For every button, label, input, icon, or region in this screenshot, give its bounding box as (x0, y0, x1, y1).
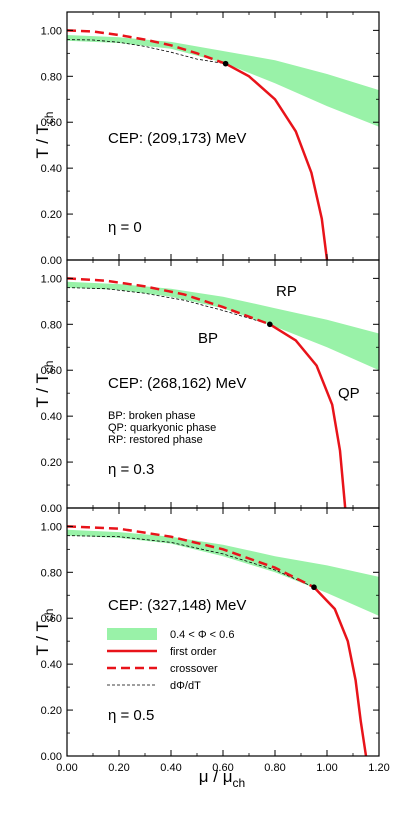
legend: 0.4 < Φ < 0.6 first order crossover dΦ/d… (107, 628, 234, 692)
phi-band (67, 529, 379, 616)
y-tick-label: 0.40 (41, 411, 62, 423)
dphi-dt-line (66, 287, 270, 325)
eta-label: η = 0 (108, 219, 142, 236)
y-tick-label: 0.00 (41, 751, 62, 763)
first-order-line (269, 323, 347, 509)
phase-note: BP: broken phase (108, 410, 195, 422)
dphi-dt-line (66, 535, 315, 588)
y-tick-label: 0.40 (41, 659, 62, 671)
cep-point (311, 584, 317, 591)
y-axis-title-bottom: T / Tch (33, 608, 56, 655)
eta-label: η = 0.3 (108, 461, 154, 478)
phi-band (67, 35, 379, 127)
phase-label-qp: QP (338, 385, 360, 402)
y-tick-label: 0.40 (41, 163, 62, 175)
first-order-line (225, 62, 329, 261)
legend-band-swatch (107, 628, 157, 640)
panels-group: 0.00 0.20 0.40 0.60 0.80 1.00 CEP: (209,173) M… (41, 11, 390, 774)
cep-label: CEP: (268,162) MeV (108, 375, 246, 392)
x-tick-label: 0.80 (264, 762, 285, 774)
y-tick-label: 0.80 (41, 319, 62, 331)
panel-eta-0: 0.00 0.20 0.40 0.60 0.80 1.00 CEP: (209,173) M… (41, 11, 380, 267)
y-tick-label: 0.80 (41, 71, 62, 83)
y-tick-label: 1.00 (41, 25, 62, 37)
crossover-line (66, 525, 315, 589)
phase-note: RP: restored phase (108, 434, 203, 446)
y-tick-label: 0.60 (41, 613, 62, 625)
x-axis-title: μ / μch (199, 767, 245, 790)
y-tick-label: 0.00 (41, 503, 62, 515)
cep-point (267, 321, 273, 328)
legend-band-label: 0.4 < Φ < 0.6 (170, 629, 234, 641)
legend-dphi-label: dΦ/dT (170, 680, 201, 692)
x-tick-label: 1.20 (368, 762, 389, 774)
phase-label-rp: RP (276, 283, 297, 300)
y-tick-label: 1.00 (41, 521, 62, 533)
y-tick-label: 1.00 (41, 273, 62, 285)
dphi-dt-line (66, 39, 226, 65)
first-order-line (313, 586, 368, 757)
y-axis-title-top: T / Tch (33, 111, 56, 158)
eta-label: η = 0.5 (108, 707, 154, 724)
x-tick-label: 0.60 (212, 762, 233, 774)
y-tick-label: 0.20 (41, 209, 62, 221)
x-tick-label: 0.40 (160, 762, 181, 774)
y-tick-label: 0.20 (41, 705, 62, 717)
legend-first-order-label: first order (170, 646, 217, 658)
y-axis-title-middle: T / Tch (33, 360, 56, 407)
phase-note: QP: quarkyonic phase (108, 422, 216, 434)
crossover-line (66, 29, 227, 65)
y-tick-label: 0.80 (41, 567, 62, 579)
cep-label: CEP: (209,173) MeV (108, 130, 246, 147)
phase-label-bp: BP (198, 330, 218, 347)
x-tick-label: 0.00 (56, 762, 77, 774)
cep-point (222, 60, 229, 67)
crossover-line (66, 277, 271, 326)
x-tick-label: 0.20 (108, 762, 129, 774)
panel-eta-0.5: 0.00 0.20 0.40 0.60 0.80 1.00 0.00 0.20 0.40 0.60… (41, 507, 390, 774)
panel-eta-0.3: 0.00 0.20 0.40 0.60 0.80 1.00 CEP: (268,162) M… (41, 259, 380, 515)
y-tick-label: 0.00 (41, 255, 62, 267)
y-tick-label: 0.60 (41, 117, 62, 129)
y-tick-label: 0.20 (41, 457, 62, 469)
y-tick-label: 0.60 (41, 365, 62, 377)
x-tick-label: 1.00 (316, 762, 337, 774)
phi-band (67, 281, 379, 371)
cep-label: CEP: (327,148) MeV (108, 597, 246, 614)
legend-crossover-label: crossover (170, 663, 218, 675)
